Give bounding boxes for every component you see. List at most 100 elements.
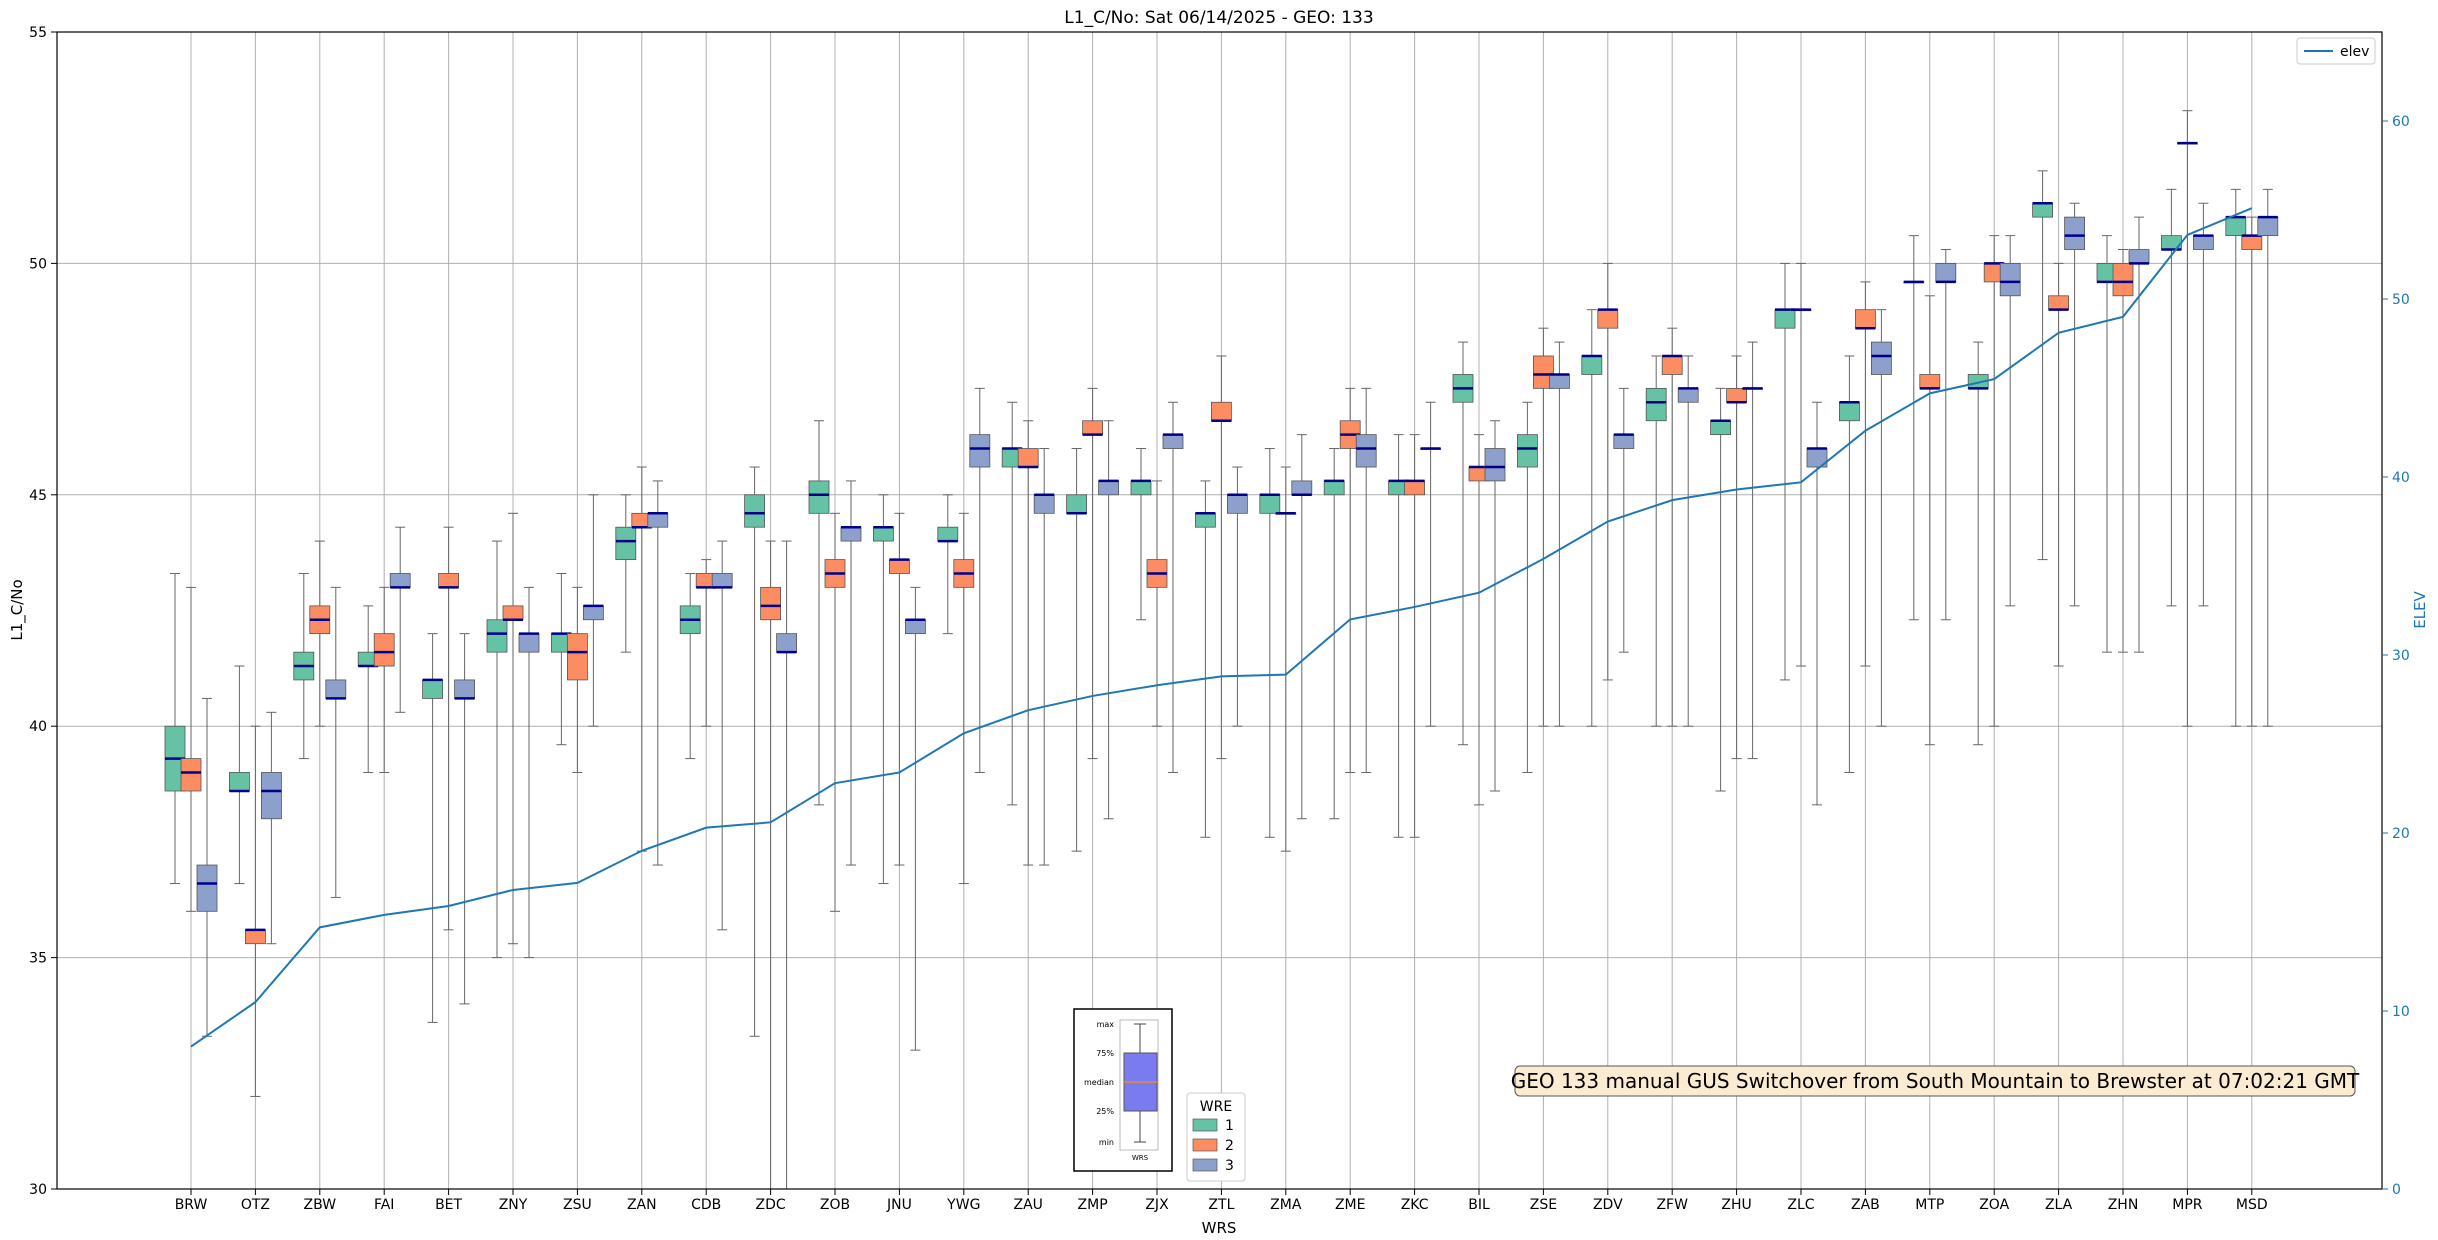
y-tick-label: 45 <box>29 488 47 504</box>
box-bet-wre3 <box>454 633 476 1005</box>
y2-tick-label: 0 <box>2392 1182 2401 1198</box>
x-tick-label: BET <box>435 1197 462 1213</box>
box-iqr <box>567 633 588 681</box>
box-iqr <box>1645 387 1667 422</box>
y2-tick-label: 60 <box>2392 114 2410 130</box>
y2-tick-label: 20 <box>2392 826 2410 842</box>
box-jnu-wre1 <box>873 494 894 885</box>
box-fai-wre2 <box>373 586 395 773</box>
box-zlc-wre2 <box>1790 262 1812 667</box>
box-iqr <box>873 526 894 542</box>
x-tick-label: ZAN <box>627 1197 657 1213</box>
box-zse-wre1 <box>1517 401 1538 773</box>
box-zau-wre1 <box>1001 401 1023 806</box>
boxplot-key-axes <box>1119 1019 1159 1151</box>
box-zdv-wre2 <box>1597 262 1619 681</box>
wre-legend-label-1: 1 <box>1225 1118 1234 1134</box>
box-zob-wre1 <box>808 420 830 806</box>
y2-tick-label: 40 <box>2392 470 2410 486</box>
box-cdb-wre3 <box>711 540 733 931</box>
box-fai-wre3 <box>389 526 411 713</box>
box-mtp-wre1 <box>1903 235 1925 621</box>
box-zab-wre1 <box>1839 355 1860 773</box>
box-jnu-wre2 <box>889 512 910 866</box>
box-iqr <box>1855 309 1876 329</box>
boxplot-key-q1-label: 25% <box>1096 1107 1114 1116</box>
x-tick-label: ZHU <box>1721 1197 1751 1213</box>
box-iqr <box>840 526 862 542</box>
annotation-text: GEO 133 manual GUS Switchover from South… <box>1511 1069 2360 1093</box>
box-zdc-wre3 <box>776 540 797 1189</box>
box-iqr <box>969 434 991 468</box>
box-zdv-wre1 <box>1581 309 1603 727</box>
box-zbw-wre2 <box>309 540 331 727</box>
box-iqr <box>1162 434 1184 449</box>
box-zdv-wre3 <box>1613 387 1635 653</box>
elev-line-group <box>190 207 2253 1048</box>
box-mtp-wre2 <box>1919 295 1941 746</box>
box-zoa-wre1 <box>1967 341 1989 746</box>
box-iqr <box>1871 341 1892 375</box>
box-iqr <box>2192 235 2214 250</box>
box-iqr <box>2225 216 2247 237</box>
box-ywg-wre3 <box>969 387 991 773</box>
box-iqr <box>196 864 218 912</box>
box-zma-wre1 <box>1259 448 1281 838</box>
boxes <box>164 110 2279 1189</box>
x-tick-label: ZJX <box>1145 1197 1169 1213</box>
boxplot-key-xlabel: WRS <box>1132 1154 1149 1162</box>
box-iqr <box>583 605 604 621</box>
y-axis-label: L1_C/No <box>8 579 27 640</box>
box-iqr <box>1517 434 1538 468</box>
box-ywg-wre2 <box>953 512 975 885</box>
box-iqr <box>1227 494 1248 514</box>
box-zme-wre3 <box>1355 387 1377 773</box>
box-zlc-wre3 <box>1806 401 1828 806</box>
x-tick-label: JNU <box>886 1197 912 1213</box>
box-iqr <box>389 573 411 588</box>
box-cdb-wre1 <box>679 572 701 760</box>
box-iqr <box>1211 401 1232 422</box>
box-iqr <box>1677 387 1699 403</box>
box-zdc-wre2 <box>760 540 781 1189</box>
box-iqr <box>1291 480 1313 496</box>
wre-legend-swatch-2 <box>1192 1138 1218 1152</box>
chart-title: L1_C/No: Sat 06/14/2025 - GEO: 133 <box>1064 8 1373 28</box>
box-zfw-wre1 <box>1645 355 1667 727</box>
box-ywg-wre1 <box>937 494 959 635</box>
x-tick-label: MPR <box>2172 1197 2203 1213</box>
box-iqr <box>1710 420 1731 436</box>
x-tick-label: ZAU <box>1013 1197 1042 1213</box>
box-iqr <box>2257 216 2279 237</box>
box-iqr <box>228 772 250 792</box>
box-zob-wre3 <box>840 480 862 866</box>
box-zjx-wre1 <box>1130 448 1152 621</box>
box-bil-wre3 <box>1484 420 1506 792</box>
box-iqr <box>2032 202 2053 218</box>
box-iqr <box>1919 374 1941 389</box>
elev-legend-frame <box>2296 37 2376 65</box>
box-iqr <box>325 679 347 699</box>
x-tick-label: ZSE <box>1530 1197 1557 1213</box>
box-iqr <box>2064 216 2086 250</box>
x-tick-label: ZKC <box>1401 1197 1429 1213</box>
box-iqr <box>1533 355 1554 389</box>
box-zny-wre1 <box>486 540 508 959</box>
box-zhu-wre1 <box>1710 387 1731 792</box>
box-iqr <box>1661 355 1683 375</box>
box-iqr <box>1355 434 1377 468</box>
wre-legend: WRE 1 2 3 <box>1186 1092 1246 1182</box>
box-ztl-wre1 <box>1195 480 1216 838</box>
box-iqr <box>2241 235 2263 250</box>
y2-tick-label: 30 <box>2392 648 2410 664</box>
x-tick-label: MTP <box>1915 1197 1944 1213</box>
box-iqr <box>486 619 508 653</box>
box-iqr <box>1597 309 1619 329</box>
x-tick-label: ZBW <box>304 1197 337 1213</box>
box-msd-wre3 <box>2257 188 2279 727</box>
x-tick-label: BRW <box>175 1197 208 1213</box>
box-iqr <box>244 929 266 945</box>
box-ztl-wre2 <box>1211 355 1232 760</box>
box-zbw-wre1 <box>293 572 315 760</box>
box-ztl-wre3 <box>1227 466 1248 727</box>
